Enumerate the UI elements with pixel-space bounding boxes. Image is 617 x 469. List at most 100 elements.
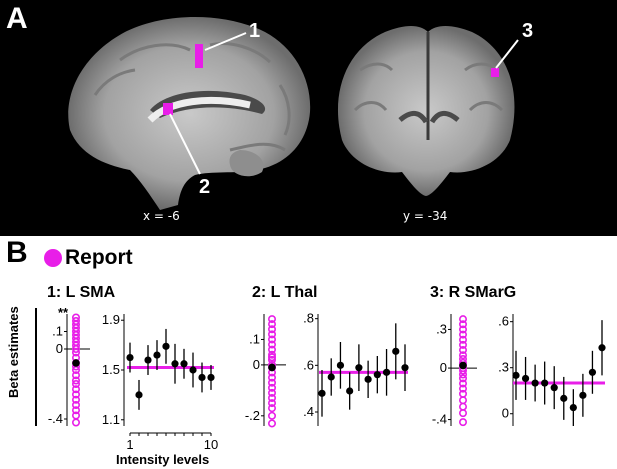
roi2-subject-point [267,350,276,359]
roi2-subjects-mean [268,363,276,372]
roi2-subject-point [267,419,276,428]
roi3-level-point [598,344,606,352]
legend: Report [44,246,133,270]
roi3-subject-point [458,340,467,349]
roi3-subject-point [458,384,467,393]
roi3-level-point [560,394,568,402]
roi2-level-point [373,371,381,379]
roi2-subject-point [267,388,276,397]
roi2-subject-point [267,353,276,362]
roi3-subject-point [458,396,467,405]
roi1-subjects-mean [72,359,80,367]
roi1-subject-point [72,418,81,427]
roi2-level-point [318,389,326,397]
roi1-subject-point [72,395,81,404]
roi2-level-point [392,347,400,355]
roi2-subject-point [267,320,276,329]
roi-2-highlight [163,103,173,115]
roi3-subject-point [458,325,467,334]
roi1-subject-point [72,390,81,399]
roi2-subjects-tick-label: .1 [249,331,260,346]
coronal-slice [337,26,519,196]
roi2-level-point [382,368,391,376]
roi1-subject-point [72,348,81,357]
roi3-subject-point [458,418,467,427]
roi1-subject-point [72,344,81,353]
roi-2-title: 2: L Thal [252,284,318,301]
sagittal-slice [68,17,311,210]
coronal-ventricles [398,111,460,124]
roi2-subject-point [267,373,276,382]
roi-2-pointer [169,113,201,175]
roi3-levels-tick-label: 0 [502,406,509,421]
roi3-subject-point [458,346,467,355]
coronal-coordinate: y = -34 [403,209,448,223]
roi-3-highlight [491,68,499,77]
roi2-levels-tick-label: .8 [303,311,314,326]
roi2-subjects-tick-label: 0 [253,357,260,372]
x-axis-label: Intensity levels [116,452,210,467]
roi1-subjects-tick-label: .1 [52,324,63,339]
sagittal-cerebellum [229,150,264,177]
roi1-subject-point [72,385,81,394]
roi2-subject-point [267,399,276,408]
sagittal-coordinate: x = -6 [143,209,180,223]
brain-slices-panel: A 1 2 3 x = -6 y = -34 [0,0,617,236]
roi1-levels-tick-label: 1.5 [102,362,120,377]
roi-number-2: 2 [199,176,211,198]
roi3-subject-point [458,379,467,388]
roi2-subject-point [267,335,276,344]
roi3-level-point [550,384,558,392]
roi2-subject-point [267,393,276,402]
roi2-subjects-tick-label: -.2 [245,408,260,423]
roi3-subject-point [458,320,467,329]
roi1-level-point [144,356,152,364]
roi2-level-point [355,364,363,372]
roi2-subject-point [267,315,276,324]
brain-slices-svg [68,17,519,210]
roi1-level-point [162,342,170,350]
roi3-levels-tick-label: .6 [498,314,509,329]
roi1-level-point [198,373,206,382]
roi2-subject-point [267,411,276,420]
coronal-brain-shape [337,26,515,196]
roi3-level-point [512,371,520,379]
roi3-subject-point [458,335,467,344]
roi-3-pointer [495,39,519,69]
panel-b-label: B [6,236,28,269]
roi1-levels-tick-label: 1.1 [102,412,120,427]
roi-number-3: 3 [522,20,534,42]
roi3-subjects-tick-label: -.4 [432,412,447,427]
roi2-subject-point [267,404,276,413]
significance-marker: ** [58,305,69,320]
roi1-level-point [171,360,179,368]
roi3-level-point [531,379,539,387]
roi1-subject-point [72,379,81,388]
roi-1-highlight [195,44,203,68]
roi3-subject-point [458,409,467,418]
roi2-subject-point [267,345,276,354]
roi2-subject-point [267,383,276,392]
roi2-level-point [346,387,354,395]
roi1-level-point [126,353,134,362]
roi-3-title: 3: R SMarG [430,284,517,301]
roi2-subject-point [267,355,276,364]
roi2-levels-tick-label: .4 [303,404,314,419]
legend-text: Report [65,246,133,269]
roi2-subject-point [267,325,276,334]
roi1-level-point [189,366,197,374]
roi1-subject-point [72,400,81,409]
roi3-subjects-tick-label: .3 [436,321,447,336]
roi1-level-point [135,391,143,399]
roi1-subject-point [72,406,81,415]
roi2-levels-tick-label: .6 [303,357,314,372]
roi2-level-point [364,375,372,383]
roi3-level-point [541,379,549,387]
roi1-subjects-tick-label: -.4 [48,411,63,426]
roi2-subject-point [267,330,276,339]
y-axis-bar [35,308,37,426]
roi2-level-point [401,364,409,372]
roi3-subjects-mean [459,361,467,370]
roi-number-1: 1 [249,20,261,42]
roi1-subject-point [72,371,81,380]
